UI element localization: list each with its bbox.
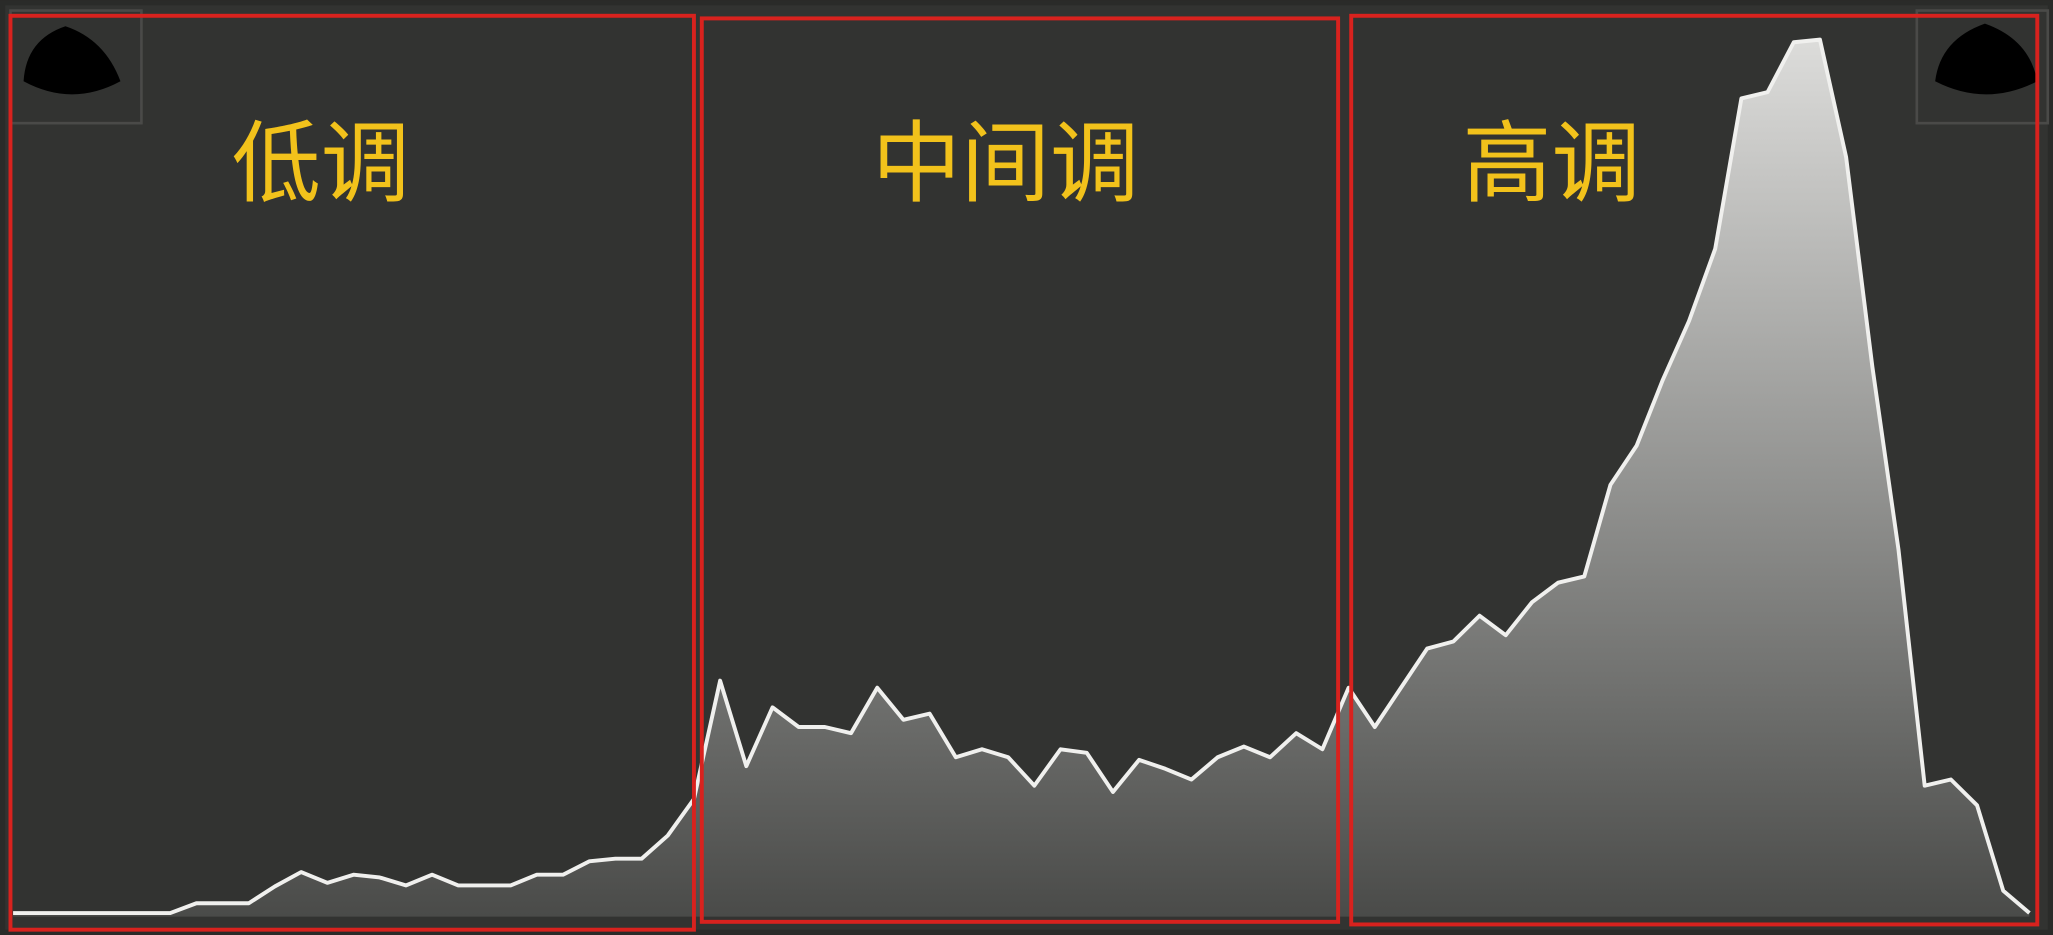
- histogram-area: [13, 39, 2030, 917]
- highlight-clip-indicator[interactable]: [1935, 23, 2038, 95]
- region-label: 中间调: [872, 112, 1139, 216]
- region-label: 高调: [1463, 112, 1641, 216]
- shadow-clip-indicator[interactable]: [23, 26, 121, 95]
- region-box: [1349, 13, 2040, 927]
- region-box: [8, 13, 696, 932]
- region-label: 低调: [232, 112, 410, 216]
- region-box: [699, 16, 1341, 924]
- histogram-line: [13, 37, 2031, 916]
- highlight-clip-box[interactable]: [1915, 9, 2050, 125]
